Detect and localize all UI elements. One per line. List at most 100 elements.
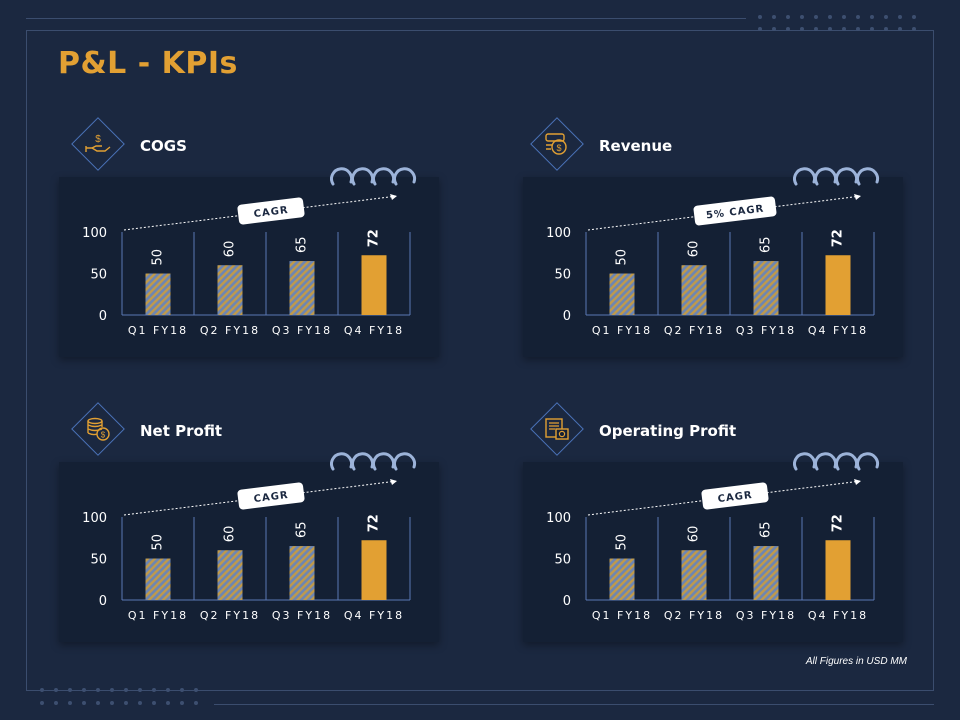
binder-rings-decoration bbox=[330, 167, 417, 186]
y-tick-label: 0 bbox=[99, 594, 107, 609]
revenue-icon-badge: $ bbox=[530, 117, 584, 171]
frame-left-line bbox=[26, 30, 27, 690]
decorative-dot bbox=[898, 15, 902, 19]
binder-rings bbox=[793, 452, 880, 471]
cagr-badge-bg bbox=[237, 197, 305, 225]
operating-profit-icon-badge bbox=[530, 402, 584, 456]
cagr-badge-bg bbox=[701, 482, 769, 510]
data-label: 65 bbox=[295, 237, 310, 254]
net-profit-bar-chart: 0 50 100 50 Q1 FY18 60 Q2 FY18 65 Q3 FY18 72 Q4 FY… bbox=[82, 479, 411, 622]
net-profit-icon-badge: $ bbox=[71, 402, 125, 456]
decorative-dot bbox=[884, 27, 888, 31]
decorative-dot bbox=[758, 15, 762, 19]
decorative-dot bbox=[96, 688, 100, 692]
decorative-dot bbox=[166, 701, 170, 705]
bar bbox=[289, 261, 315, 315]
data-label: 60 bbox=[223, 526, 238, 543]
data-label: 72 bbox=[831, 229, 846, 247]
cagr-badge: CAGR bbox=[237, 197, 305, 225]
decorative-dot bbox=[124, 688, 128, 692]
decorative-dot bbox=[152, 688, 156, 692]
decorative-dot bbox=[758, 27, 762, 31]
binder-rings-decoration bbox=[793, 167, 880, 186]
x-tick-label: Q1 FY18 bbox=[128, 324, 188, 337]
decorative-dot bbox=[180, 701, 184, 705]
x-tick-label: Q4 FY18 bbox=[808, 324, 868, 337]
data-label: 72 bbox=[367, 229, 382, 247]
decorative-dot bbox=[814, 27, 818, 31]
decorative-dot bbox=[786, 27, 790, 31]
y-tick-label: 50 bbox=[90, 268, 107, 283]
binder-rings bbox=[330, 167, 417, 186]
decorative-dot bbox=[138, 701, 142, 705]
bar bbox=[145, 558, 171, 600]
decorative-dot bbox=[40, 688, 44, 692]
decorative-dot bbox=[856, 27, 860, 31]
binder-rings bbox=[793, 167, 880, 186]
frame-bottom-line-outer bbox=[214, 704, 934, 705]
decorative-dot bbox=[124, 701, 128, 705]
decorative-dot bbox=[82, 688, 86, 692]
cagr-badge-label: CAGR bbox=[253, 490, 289, 505]
x-tick-label: Q1 FY18 bbox=[592, 324, 652, 337]
y-tick-label: 100 bbox=[82, 226, 107, 241]
data-label: 50 bbox=[615, 534, 630, 551]
decorative-dot bbox=[110, 688, 114, 692]
binder-rings-decoration bbox=[793, 452, 880, 471]
decorative-dot bbox=[40, 701, 44, 705]
revenue-title: Revenue bbox=[599, 137, 673, 155]
x-tick-label: Q3 FY18 bbox=[272, 609, 332, 622]
x-tick-label: Q3 FY18 bbox=[272, 324, 332, 337]
frame-right-line bbox=[933, 30, 934, 690]
cash-register-icon bbox=[543, 415, 571, 443]
cagr-badge: CAGR bbox=[701, 482, 769, 510]
bar bbox=[217, 550, 243, 600]
decorative-dot bbox=[152, 701, 156, 705]
bar bbox=[681, 550, 707, 600]
cagr-badge-bg bbox=[693, 196, 777, 226]
bar bbox=[681, 265, 707, 315]
decorative-dot bbox=[110, 701, 114, 705]
hand-dollar-icon: $ bbox=[84, 132, 112, 156]
coin-stack-icon: $ bbox=[84, 415, 112, 443]
cogs-title: COGS bbox=[140, 137, 187, 155]
y-tick-label: 50 bbox=[554, 268, 571, 283]
x-tick-label: Q1 FY18 bbox=[592, 609, 652, 622]
cagr-badge: CAGR bbox=[237, 482, 305, 510]
decorative-dot bbox=[194, 701, 198, 705]
decorative-dot bbox=[54, 688, 58, 692]
decorative-dots-bottom bbox=[40, 688, 198, 692]
decorative-dot bbox=[912, 27, 916, 31]
decorative-dot bbox=[870, 27, 874, 31]
cagr-arrowhead bbox=[390, 194, 397, 200]
cagr-badge-label: CAGR bbox=[253, 205, 289, 220]
decorative-dot bbox=[786, 15, 790, 19]
frame-bottom-line bbox=[26, 690, 934, 691]
y-tick-label: 100 bbox=[546, 226, 571, 241]
bar bbox=[753, 546, 779, 600]
bar bbox=[361, 540, 387, 600]
cogs-icon-badge: $ bbox=[71, 117, 125, 171]
decorative-dot bbox=[870, 15, 874, 19]
cagr-arrowhead bbox=[854, 194, 861, 200]
x-tick-label: Q2 FY18 bbox=[664, 324, 724, 337]
revenue-bar-chart: 0 50 100 50 Q1 FY18 60 Q2 FY18 65 Q3 FY18 72 Q4 FY… bbox=[546, 194, 875, 337]
data-label: 50 bbox=[151, 249, 166, 266]
decorative-dot bbox=[898, 27, 902, 31]
decorative-dot bbox=[96, 701, 100, 705]
decorative-dot bbox=[772, 27, 776, 31]
cagr-badge-bg bbox=[237, 482, 305, 510]
decorative-dot bbox=[54, 701, 58, 705]
bar bbox=[217, 265, 243, 315]
operating-profit-bar-chart: 0 50 100 50 Q1 FY18 60 Q2 FY18 65 Q3 FY18 72 Q4 FY… bbox=[546, 479, 875, 622]
bar bbox=[289, 546, 315, 600]
data-label: 65 bbox=[295, 522, 310, 539]
decorative-dot bbox=[166, 688, 170, 692]
revenue-chart-card: 0 50 100 50 Q1 FY18 60 Q2 FY18 65 Q3 FY18 72 Q4 FY… bbox=[523, 177, 903, 357]
decorative-dots-bottom-row2 bbox=[40, 701, 198, 705]
operating-profit-chart-card: 0 50 100 50 Q1 FY18 60 Q2 FY18 65 Q3 FY18 72 Q4 FY… bbox=[523, 462, 903, 642]
decorative-dot bbox=[884, 15, 888, 19]
data-label: 50 bbox=[151, 534, 166, 551]
y-tick-label: 100 bbox=[546, 511, 571, 526]
decorative-dot bbox=[180, 688, 184, 692]
